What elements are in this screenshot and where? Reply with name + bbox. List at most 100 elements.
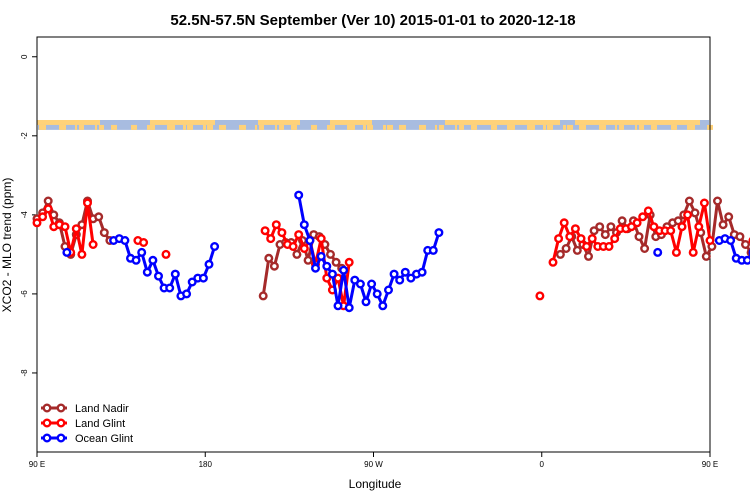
y-axis: 0 -2 -4 -6 -8 [20,54,37,377]
y-tick-label: -6 [20,290,29,298]
data-point [344,257,354,267]
x-axis-label: Longitude [349,477,402,491]
data-point [627,222,637,232]
strip-land-patch [275,124,277,130]
strip-land-patch [583,124,586,130]
strip-land-patch [507,124,513,130]
strip-ocean [38,120,709,130]
strip-land-patch [351,124,355,130]
data-point [94,212,104,222]
data-point [305,235,315,245]
data-point [260,226,270,236]
data-point [548,257,558,267]
data-point [269,261,279,271]
data-point [559,218,569,228]
strip-land-patch [423,124,426,130]
strip-land-patch [151,124,155,130]
y-tick-label: -2 [20,132,29,140]
data-point [684,196,694,206]
legend-marker [42,418,52,428]
strip-land-patch [399,124,404,130]
data-point [77,249,87,259]
data-point [634,232,644,242]
y-tick-label: -8 [20,369,29,377]
strip-land-patch [39,124,44,130]
strip-land-band [575,120,700,125]
data-point [316,234,326,244]
data-point [555,249,565,259]
strip-land-patch [491,124,495,130]
strip-land-patch [671,124,675,130]
data-point [322,261,332,271]
data-point [535,291,545,301]
data-point [694,222,704,232]
strip-land-patch [495,124,497,130]
data-point [724,212,734,222]
strip-land-patch [79,124,84,130]
data-point [60,222,70,232]
data-point [327,269,337,279]
data-point [683,210,693,220]
strip-land-patch [563,124,566,130]
data-point [170,269,180,279]
legend-marker [42,433,52,443]
data-point [339,265,349,275]
data-point [395,275,405,285]
data-point [266,234,276,244]
legend-marker [42,403,52,413]
strip-land-patch [43,124,46,130]
strip-land-patch [691,124,695,130]
data-point [333,301,343,311]
strip-land-patch [327,124,333,130]
strip-land-patch [687,124,693,130]
data-point [120,235,130,245]
data-point [600,230,610,240]
data-point [561,243,571,253]
data-point [139,237,149,247]
legend-label: Ocean Glint [75,433,133,445]
data-point [417,267,427,277]
data-point [43,204,53,214]
data-point [677,222,687,232]
strip-land-patch [655,124,657,130]
x-tick-label: 90 E [29,460,45,469]
strip-land-patch [99,124,104,130]
strip-land-patch [259,124,264,130]
strip-land-patch [115,124,117,130]
data-point [350,275,360,285]
strip-land-patch [531,124,535,130]
data-point [148,255,158,265]
strip-land-patch [579,124,584,130]
strip-land-band [258,120,300,125]
data-point [595,222,605,232]
strip-land-patch [615,124,617,130]
data-point [198,273,208,283]
strip-land-patch [639,124,644,130]
strip-land-patch [135,124,137,130]
data-point [331,257,341,267]
x-tick-label: 180 [199,460,213,469]
strip-land-band [330,120,372,125]
data-point [99,228,109,238]
data-point [161,249,171,259]
strip-land-patch [255,124,257,130]
data-point [299,220,309,230]
data-point [653,247,663,257]
strip-land-patch [675,124,677,130]
y-tick-label: -4 [20,211,29,219]
strip-land-patch [367,124,373,130]
strip-land-band [150,120,215,125]
data-point [589,226,599,236]
data-point [153,271,163,281]
strip-land-patch [435,124,437,130]
data-point [742,255,750,265]
data-point [565,232,575,242]
data-point [71,224,81,234]
strip-land-patch [131,124,135,130]
strip-land-patch [291,124,295,130]
data-point [204,259,214,269]
strip-land-patch [187,124,193,130]
data-point [326,249,336,259]
data-point [32,218,42,228]
data-point [344,303,354,313]
